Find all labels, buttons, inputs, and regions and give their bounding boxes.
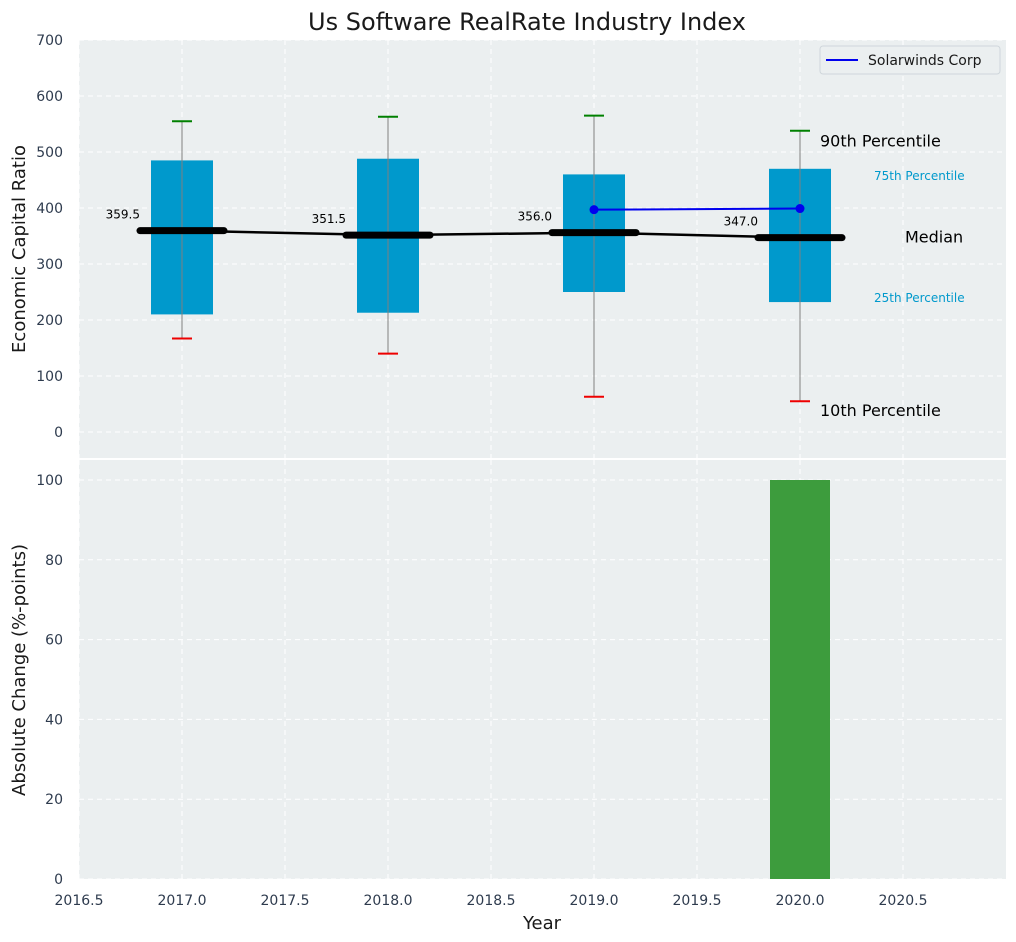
x-axis-title: Year <box>522 913 562 934</box>
median-value-label: 351.5 <box>312 212 346 226</box>
ref-label-p25: 25th Percentile <box>874 291 965 305</box>
top-panel-background <box>79 40 1006 458</box>
percentile-reference-labels: 90th Percentile 75th Percentile Median 25th… <box>820 132 965 420</box>
bar-change <box>770 480 830 879</box>
bottom-y-tick-label: 80 <box>45 553 63 569</box>
x-tick-label: 2016.5 <box>55 893 104 909</box>
bottom-panel-grid <box>78 460 1006 880</box>
top-y-axis-title: Economic Capital Ratio <box>9 145 30 353</box>
company-series-line <box>589 204 805 215</box>
bottom-y-tick-label: 40 <box>45 712 63 728</box>
legend-box <box>819 45 1001 75</box>
x-tick-label: 2019.5 <box>673 893 722 909</box>
legend-entry-solarwinds: Solarwinds Corp <box>868 53 982 69</box>
chart-title: Us Software RealRate Industry Index <box>308 8 746 36</box>
ref-label-p75: 75th Percentile <box>874 169 965 183</box>
ref-label-median: Median <box>905 228 963 247</box>
bottom-bars <box>770 480 830 879</box>
top-y-tick-label: 200 <box>36 313 63 329</box>
bottom-y-tick-label: 100 <box>36 473 63 489</box>
company-series-point <box>795 204 805 214</box>
median-value-labels: 359.5 351.5 356.0 347.0 <box>106 208 758 229</box>
top-y-tick-label: 0 <box>54 425 63 441</box>
x-tick-label: 2020.5 <box>879 893 928 909</box>
top-y-tick-label: 100 <box>36 369 63 385</box>
median-value-label: 347.0 <box>724 215 758 229</box>
top-y-tick-label: 600 <box>36 89 63 105</box>
x-tick-label: 2018.5 <box>467 893 516 909</box>
x-tick-label: 2019.0 <box>570 893 619 909</box>
ref-label-p10: 10th Percentile <box>820 401 941 420</box>
top-y-tick-label: 700 <box>36 33 63 49</box>
top-y-tick-label: 400 <box>36 201 63 217</box>
bottom-y-axis-ticks: 0 20 40 60 80 100 <box>36 473 63 888</box>
company-series-point <box>589 205 599 215</box>
bottom-y-tick-label: 20 <box>45 792 63 808</box>
bottom-y-axis-title: Absolute Change (%-points) <box>9 544 30 796</box>
top-y-tick-label: 500 <box>36 145 63 161</box>
x-tick-label: 2020.0 <box>776 893 825 909</box>
company-series-polyline <box>593 207 801 211</box>
legend: Solarwinds Corp <box>819 45 1001 75</box>
bottom-y-tick-label: 60 <box>45 633 63 649</box>
x-tick-label: 2018.0 <box>364 893 413 909</box>
median-value-label: 359.5 <box>106 208 140 222</box>
median-value-label: 356.0 <box>518 210 552 224</box>
ref-label-p90: 90th Percentile <box>820 132 941 151</box>
x-tick-label: 2017.0 <box>158 893 207 909</box>
x-axis-ticks: 2016.5 2017.0 2017.5 2018.0 2018.5 2019.0 2019… <box>55 893 928 909</box>
median-trend-line <box>181 229 801 239</box>
top-y-tick-label: 300 <box>36 257 63 273</box>
bottom-panel-background <box>79 460 1006 879</box>
top-panel-grid <box>78 39 1006 458</box>
median-trend-polyline <box>181 229 801 239</box>
bottom-y-tick-label: 0 <box>54 872 63 888</box>
x-tick-label: 2017.5 <box>261 893 310 909</box>
top-y-axis-ticks: 0 100 200 300 400 500 600 700 <box>36 33 63 441</box>
